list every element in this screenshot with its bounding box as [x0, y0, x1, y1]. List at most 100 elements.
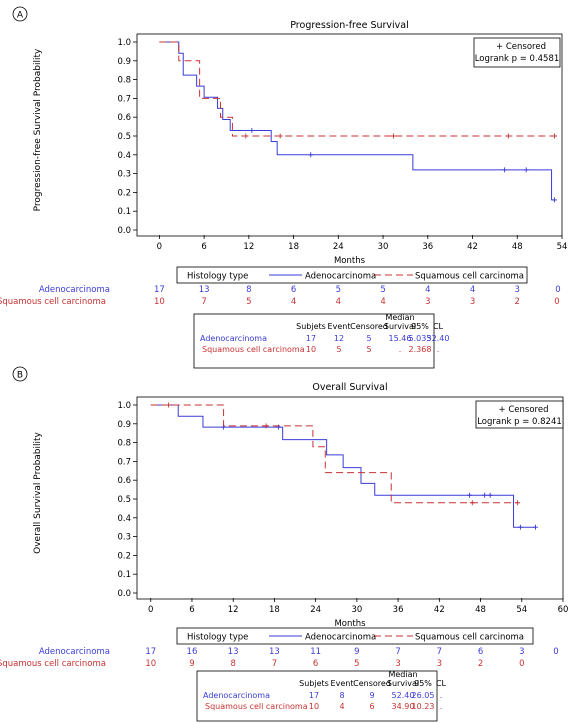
panel-b-risk-value: 8 [230, 659, 235, 669]
panel-b-risk-value: 6 [313, 659, 318, 669]
panel-a-x-tick-label: 6 [201, 242, 206, 252]
panel-a-summary-header: Median [385, 313, 414, 322]
panel-b-censor-mark [515, 500, 521, 506]
panel-a-summary-row-label: Squamous cell carcinoma [202, 345, 305, 354]
panel-b-x-tick-label: 0 [148, 605, 153, 615]
panel-b-risk-value: 3 [437, 659, 442, 669]
panel-a-risk-value: 5 [336, 285, 341, 295]
panel-a-censor-mark [505, 133, 511, 139]
panel-b-summary-value: 8 [339, 691, 344, 700]
panel-b-risk-value: 13 [228, 647, 239, 657]
panel-b-y-tick-label: 0.0 [117, 589, 131, 599]
panel-a-summary-header: Censored [350, 322, 388, 331]
panel-a-censor-mark [249, 128, 255, 134]
panel-a-summary-header: 95% [411, 322, 429, 331]
panel-b-summary-header: Subjets [299, 679, 329, 688]
panel-a-x-tick-label: 30 [378, 242, 389, 252]
panel-a-censored-label: + Censored [496, 42, 546, 52]
panel-a-stats-box [473, 37, 561, 68]
panel-a-series-adenocarcinoma-line [159, 41, 555, 201]
panel-a-x-tick-label: 48 [512, 242, 523, 252]
panel-b-summary-row-label: Adenocarcinoma [203, 691, 270, 700]
panel-a-summary-value: 2.368 [409, 345, 432, 354]
panel-b-risk-row-label: Squamous cell carcinoma [0, 659, 106, 669]
panel-b-risk-value: 13 [269, 647, 280, 657]
panel-b-risk-value: 0 [553, 647, 558, 657]
panel-a-risk-value: 3 [515, 285, 520, 295]
panel-b-risk-value: 7 [437, 647, 442, 657]
panel-a-risk-value: 13 [199, 285, 210, 295]
panel-b-risk-value: 17 [145, 647, 156, 657]
panel-b-series-squamous-line [150, 404, 518, 504]
panel-a-risk-row-label: Squamous cell carcinoma [0, 297, 106, 307]
panel-a-risk-value: 0 [554, 297, 559, 307]
panel-a-risk-value: 4 [336, 297, 341, 307]
panel-b-x-tick-label: 54 [516, 605, 527, 615]
panel-b-label-circle [12, 366, 28, 382]
panel-b-summary-header: Survival [387, 679, 419, 688]
panel-b-censor-mark [533, 524, 539, 530]
panel-b-logrank-label: Logrank p = 0.8241 [477, 417, 562, 427]
panel-a-risk-value: 3 [470, 297, 475, 307]
panel-b-censor-mark [517, 524, 523, 530]
panel-b-risk-value: 0 [519, 659, 524, 669]
panel-b-summary-value: . [440, 702, 443, 711]
panel-b-title: Overall Survival [312, 382, 387, 393]
panel-a-y-tick-label: 0.3 [117, 170, 131, 180]
panel-b-y-tick-label: 0.2 [117, 551, 131, 561]
panel-a-x-axis-label: Months [334, 256, 366, 266]
panel-a-risk-value: 3 [425, 297, 430, 307]
panel-a-risk-value: 4 [470, 285, 475, 295]
panel-b-risk-value: 9 [189, 659, 194, 669]
panel-a-x-tick-label: 42 [467, 242, 478, 252]
panel-b-censor-mark [263, 423, 269, 429]
panel-b-risk-value: 9 [354, 647, 359, 657]
panel-a-risk-value: 5 [246, 297, 251, 307]
panel-a-summary-value: 10 [306, 345, 316, 354]
panel-a-summary-value: 5 [336, 345, 341, 354]
panel-a-summary-value: . [437, 345, 440, 354]
panel-a-summary-value: 5 [366, 345, 371, 354]
panel-a-summary-value: 5.033 [409, 334, 432, 343]
panel-a-censor-mark [502, 167, 508, 173]
panel-b-y-tick-label: 0.9 [117, 420, 131, 430]
panel-b-risk-value: 11 [310, 647, 321, 657]
panel-b-summary-value: 6 [369, 702, 374, 711]
panel-a-x-tick-label: 54 [557, 242, 568, 252]
panel-a-summary-value: . [399, 345, 402, 354]
panel-b-y-tick-label: 1.0 [117, 401, 131, 411]
panel-a-risk-value: 8 [246, 285, 251, 295]
panel-a-summary-row-label: Adenocarcinoma [200, 334, 267, 343]
panel-b-censor-mark [467, 492, 473, 498]
panel-a-summary-box [193, 313, 435, 369]
panel-b-summary-value: 17 [309, 691, 319, 700]
panel-b-censor-mark [469, 500, 475, 506]
panel-a-risk-value: 4 [380, 297, 385, 307]
panel-b-risk-value: 7 [395, 647, 400, 657]
panel-b-risk-value: 3 [519, 647, 524, 657]
panel-b-x-tick-label: 24 [310, 605, 321, 615]
panel-b-risk-value: 5 [354, 659, 359, 669]
panel-b-x-axis-label: Months [334, 619, 366, 629]
panel-b-summary-box [196, 670, 438, 722]
panel-b-stats-box [475, 400, 564, 429]
panel-b-y-tick-label: 0.6 [117, 476, 131, 486]
panel-a-logrank-label: Logrank p = 0.4581 [475, 54, 560, 64]
panel-a-risk-value: 5 [380, 285, 385, 295]
panel-b-summary-header: Censored [353, 679, 391, 688]
panel-a-x-tick-label: 36 [422, 242, 433, 252]
panel-a-summary-value: 17 [306, 334, 316, 343]
panel-a-risk-value: 6 [291, 285, 296, 295]
panel-b-summary-header: 95% [414, 679, 432, 688]
panel-a-y-axis-label: Progression-free Survival Probability [33, 48, 43, 211]
panel-a-y-tick-label: 0.5 [117, 132, 131, 142]
panel-a-y-tick-label: 0.1 [117, 207, 131, 217]
panel-b-series-adenocarcinoma-line [150, 404, 536, 528]
panel-a-risk-value: 10 [154, 297, 165, 307]
panel-b-risk-value: 3 [395, 659, 400, 669]
panel-a-legend-box [176, 266, 528, 284]
panel-a-summary-header: Subjets [296, 322, 326, 331]
panel-a-title: Progression-free Survival [290, 20, 409, 31]
panel-a-x-tick-label: 0 [157, 242, 162, 252]
panel-a-censor-mark [243, 133, 249, 139]
